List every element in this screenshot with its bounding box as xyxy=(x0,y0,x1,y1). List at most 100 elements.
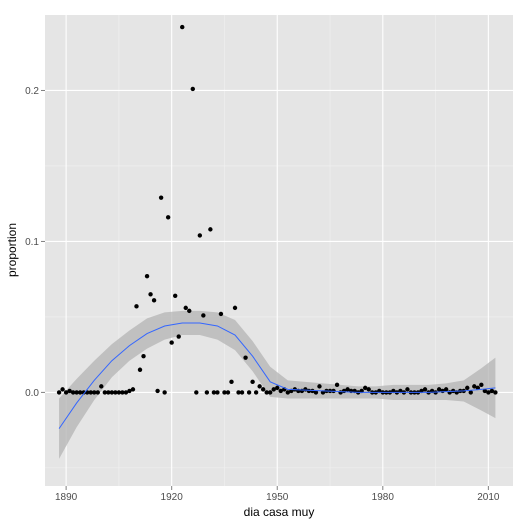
x-tick-label-2: 1950 xyxy=(266,492,289,503)
data-point-58 xyxy=(260,387,266,392)
data-point-16 xyxy=(113,390,118,395)
data-point-117 xyxy=(468,390,473,395)
x-tick-label-3: 1980 xyxy=(372,492,395,503)
data-point-3 xyxy=(67,388,72,394)
data-point-31 xyxy=(165,215,171,220)
data-point-25 xyxy=(144,273,150,279)
data-point-18 xyxy=(120,390,125,395)
data-point-121 xyxy=(482,388,488,394)
data-point-19 xyxy=(123,390,129,395)
data-point-46 xyxy=(218,311,224,317)
data-point-123 xyxy=(489,388,495,394)
data-point-104 xyxy=(422,387,428,392)
data-point-0 xyxy=(56,390,62,395)
data-point-52 xyxy=(239,390,245,395)
data-point-51 xyxy=(236,390,241,395)
data-point-48 xyxy=(225,390,231,395)
data-point-11 xyxy=(95,390,100,395)
data-point-120 xyxy=(479,382,484,388)
data-point-32 xyxy=(169,340,174,345)
data-point-26 xyxy=(148,292,153,297)
data-point-44 xyxy=(211,390,217,395)
data-point-39 xyxy=(194,390,199,395)
data-point-15 xyxy=(109,390,115,395)
data-point-53 xyxy=(243,355,248,360)
data-point-116 xyxy=(465,385,470,391)
y-tick-label-2: 0.2 xyxy=(25,86,39,97)
data-point-20 xyxy=(127,388,132,394)
data-point-50 xyxy=(232,305,238,311)
y-axis-title: proportion xyxy=(5,223,19,277)
data-point-56 xyxy=(253,390,259,395)
data-point-65 xyxy=(285,390,290,395)
data-point-45 xyxy=(215,390,220,395)
data-point-108 xyxy=(436,387,442,392)
data-point-49 xyxy=(229,379,234,385)
x-axis-title: dia casa muy xyxy=(244,505,315,519)
x-tick-label-4: 2010 xyxy=(477,492,500,503)
data-point-122 xyxy=(486,390,491,395)
plot-panel xyxy=(45,15,513,486)
data-point-57 xyxy=(257,384,262,389)
data-point-74 xyxy=(317,384,322,389)
data-point-63 xyxy=(278,388,283,394)
grid-minor xyxy=(45,15,513,486)
data-point-62 xyxy=(275,385,280,391)
data-point-12 xyxy=(99,384,104,389)
y-tick-label-1: 0.1 xyxy=(25,237,39,248)
data-point-38 xyxy=(190,86,195,92)
data-point-21 xyxy=(130,387,136,392)
data-point-30 xyxy=(162,390,167,395)
smooth-line xyxy=(58,322,496,429)
data-point-37 xyxy=(187,308,192,314)
data-point-118 xyxy=(472,384,477,389)
data-point-17 xyxy=(116,390,122,395)
x-tick-label-1: 1920 xyxy=(161,492,184,503)
data-points xyxy=(56,24,498,395)
data-point-43 xyxy=(208,227,213,232)
data-point-79 xyxy=(334,382,340,388)
y-tick-label-0: 0.0 xyxy=(25,388,39,399)
data-point-110 xyxy=(443,387,449,392)
data-point-40 xyxy=(197,233,203,238)
data-point-1 xyxy=(60,387,65,392)
data-point-29 xyxy=(158,195,164,200)
data-point-5 xyxy=(74,390,79,395)
data-point-55 xyxy=(250,379,255,385)
data-point-87 xyxy=(363,385,368,391)
data-point-28 xyxy=(155,388,160,394)
data-point-7 xyxy=(81,390,86,395)
x-axis: 1890 1920 1950 1980 2010 xyxy=(55,486,500,503)
data-point-13 xyxy=(102,390,108,395)
data-point-61 xyxy=(271,387,276,392)
data-point-99 xyxy=(405,387,410,392)
data-point-119 xyxy=(475,385,481,391)
data-point-10 xyxy=(92,390,97,395)
data-point-22 xyxy=(134,304,139,309)
y-axis: 0.0 0.1 0.2 xyxy=(25,86,45,399)
data-point-27 xyxy=(151,298,157,303)
data-point-60 xyxy=(268,390,273,395)
data-point-34 xyxy=(176,334,181,339)
data-point-24 xyxy=(141,353,146,359)
data-point-47 xyxy=(222,390,227,395)
data-point-36 xyxy=(183,305,188,311)
data-point-4 xyxy=(70,390,76,395)
data-point-2 xyxy=(63,390,69,395)
x-tick-label-0: 1890 xyxy=(55,492,78,503)
data-point-82 xyxy=(345,387,350,392)
data-point-73 xyxy=(313,390,319,395)
data-point-59 xyxy=(264,390,269,395)
data-point-42 xyxy=(204,390,210,395)
data-point-14 xyxy=(106,390,111,395)
data-point-88 xyxy=(366,387,371,392)
data-point-6 xyxy=(77,390,83,395)
data-point-35 xyxy=(180,24,185,30)
data-point-124 xyxy=(493,390,498,395)
data-point-54 xyxy=(246,390,252,395)
data-point-33 xyxy=(173,293,178,298)
data-point-9 xyxy=(88,390,93,395)
data-point-41 xyxy=(201,313,206,318)
data-point-23 xyxy=(137,367,143,372)
